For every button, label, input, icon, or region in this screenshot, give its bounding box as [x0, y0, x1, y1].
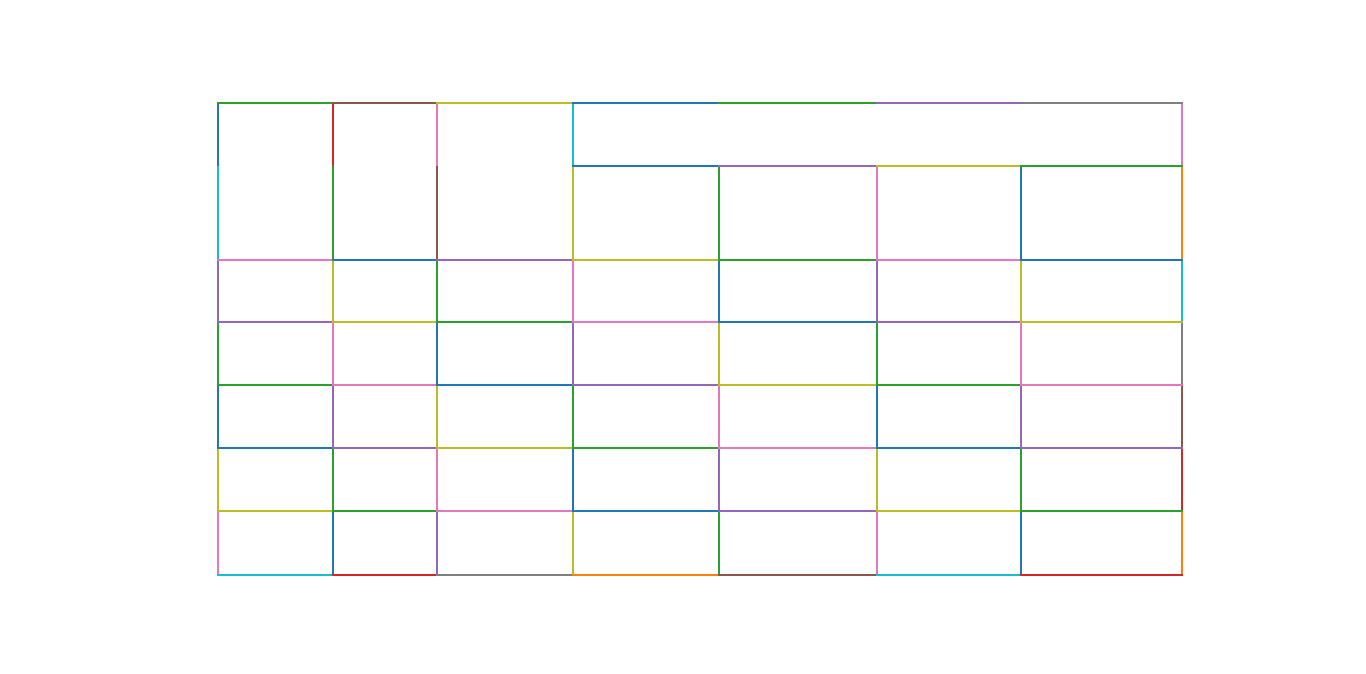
segment-grid [217, 102, 1183, 576]
figure-canvas [217, 102, 1183, 576]
